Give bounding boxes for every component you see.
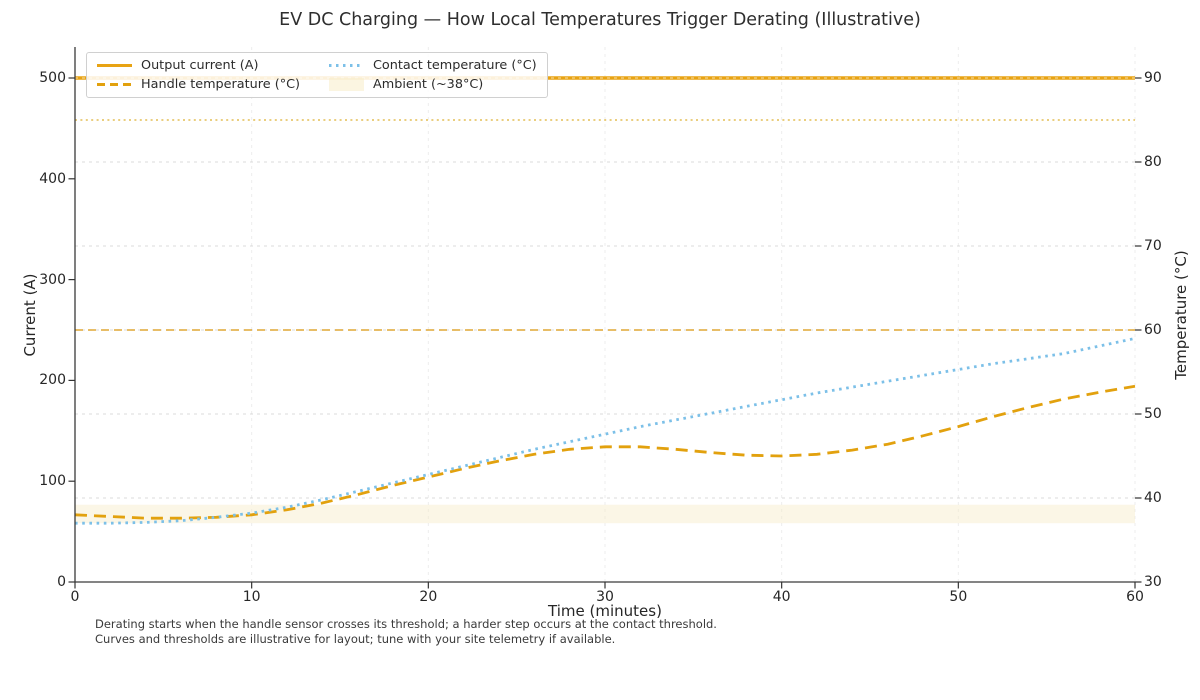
y-left-tick-label: 0 [57, 574, 66, 590]
y-right-tick-label: 50 [1144, 406, 1162, 422]
x-tick-label: 60 [1126, 589, 1144, 605]
legend: Output current (A) Handle temperature (°… [86, 52, 548, 98]
handle-temperature-c--line [74, 384, 1136, 520]
contact-temperature-swatch [329, 64, 364, 67]
ambient-band [75, 504, 1135, 524]
y-left-tick-label: 100 [39, 473, 66, 490]
handle-temperature-swatch [97, 83, 132, 86]
x-axis-label: Time (minutes) [548, 602, 662, 620]
legend-item-contact-temperature: Contact temperature (°C) [329, 58, 537, 73]
y-left-tick-label: 200 [39, 372, 66, 389]
output-current-swatch [97, 63, 132, 68]
y-right-tick-label: 60 [1144, 322, 1162, 338]
legend-item-handle-temperature: Handle temperature (°C) [97, 77, 329, 92]
x-tick-label: 50 [949, 589, 968, 605]
legend-label: Handle temperature (°C) [141, 77, 301, 92]
x-tick-label: 10 [242, 589, 261, 605]
x-tick-label: 20 [419, 589, 438, 605]
ambient-swatch [329, 78, 364, 91]
x-tick-label: 30 [596, 589, 614, 605]
x-tick-label: 40 [772, 589, 791, 605]
legend-item-ambient: Ambient (~38°C) [329, 77, 537, 92]
y-left-tick-label: 500 [39, 70, 66, 86]
chart-title: EV DC Charging — How Local Temperatures … [279, 10, 921, 30]
legend-item-output-current: Output current (A) [97, 58, 329, 73]
y-right-tick-label: 40 [1144, 490, 1162, 506]
y-right-tick-label: 70 [1144, 238, 1162, 254]
y-axis-label-right: Temperature (°C) [1172, 250, 1190, 380]
y-right-tick-label: 80 [1144, 154, 1162, 170]
y-right-tick-label: 30 [1144, 574, 1162, 590]
legend-label: Ambient (~38°C) [373, 77, 484, 92]
footnote-line-2: Curves and thresholds are illustrative f… [95, 632, 616, 647]
legend-label: Output current (A) [141, 58, 259, 73]
footnote: Derating starts when the handle sensor c… [95, 617, 717, 647]
footnote-line-1: Derating starts when the handle sensor c… [95, 617, 717, 631]
y-right-tick-label: 90 [1144, 70, 1162, 86]
legend-label: Contact temperature (°C) [373, 58, 537, 73]
y-left-tick-label: 400 [39, 170, 66, 187]
x-tick-label: 0 [70, 589, 80, 605]
y-left-tick-label: 300 [39, 271, 66, 288]
